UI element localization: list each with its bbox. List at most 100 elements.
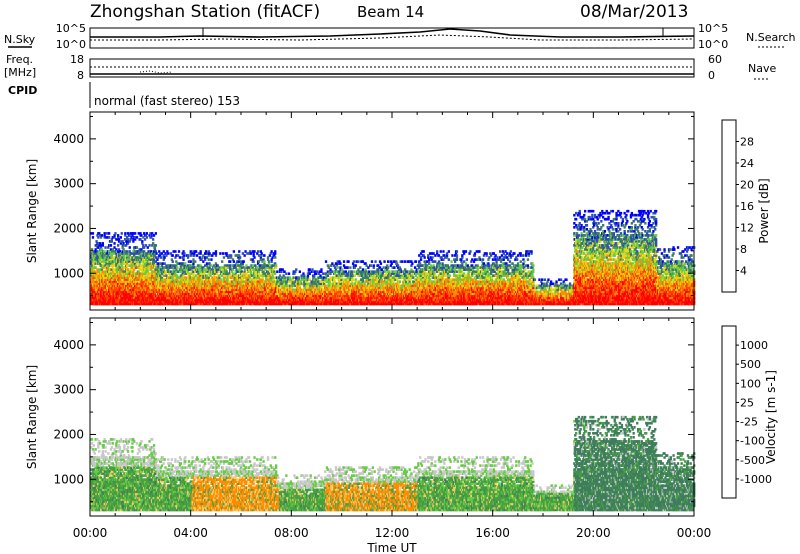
data-cell bbox=[239, 280, 242, 284]
data-cell bbox=[285, 272, 288, 276]
data-cell bbox=[171, 264, 174, 267]
data-cell bbox=[222, 282, 226, 286]
data-cell bbox=[199, 272, 202, 276]
data-cell bbox=[141, 240, 144, 243]
data-cell bbox=[205, 262, 209, 265]
data-cell bbox=[122, 258, 125, 261]
data-cell bbox=[159, 268, 163, 271]
data-cell bbox=[182, 258, 185, 261]
data-cell bbox=[91, 252, 95, 255]
data-cell bbox=[106, 262, 109, 265]
data-cell bbox=[150, 300, 153, 304]
data-cell bbox=[98, 286, 101, 290]
data-cell bbox=[120, 256, 123, 259]
data-cell bbox=[219, 252, 222, 255]
data-cell bbox=[204, 268, 208, 271]
data-cell bbox=[103, 234, 106, 237]
data-cell bbox=[143, 238, 147, 241]
data-cell bbox=[103, 232, 106, 235]
data-cell bbox=[206, 266, 209, 269]
data-cell bbox=[228, 276, 231, 280]
data-cell bbox=[131, 262, 134, 265]
data-cell bbox=[204, 252, 208, 255]
data-cell bbox=[153, 292, 157, 296]
data-cell bbox=[195, 288, 199, 292]
data-cell bbox=[164, 252, 167, 255]
data-cell bbox=[121, 266, 124, 269]
data-cell bbox=[126, 240, 130, 243]
data-cell bbox=[229, 266, 232, 269]
data-cell bbox=[148, 254, 151, 257]
data-cell bbox=[113, 258, 116, 261]
data-cell bbox=[195, 266, 198, 269]
data-cell bbox=[220, 266, 223, 269]
data-cell bbox=[134, 300, 137, 304]
data-cell bbox=[151, 232, 154, 235]
data-cell bbox=[126, 270, 130, 274]
data-cell bbox=[192, 272, 195, 276]
data-cell bbox=[196, 276, 200, 280]
data-cell bbox=[117, 238, 121, 241]
data-cell bbox=[178, 278, 182, 282]
data-cell bbox=[230, 276, 234, 280]
data-cell bbox=[119, 276, 122, 280]
data-cell bbox=[192, 258, 195, 261]
data-cell bbox=[140, 248, 143, 251]
data-cell bbox=[189, 268, 192, 271]
data-cell bbox=[90, 268, 93, 271]
data-cell bbox=[108, 232, 111, 235]
data-cell bbox=[113, 264, 116, 267]
data-cell bbox=[111, 294, 114, 298]
data-cell bbox=[105, 270, 108, 274]
data-cell bbox=[170, 266, 173, 269]
data-cell bbox=[114, 232, 117, 235]
data-cell bbox=[194, 270, 197, 274]
data-cell bbox=[175, 270, 178, 274]
data-cell bbox=[100, 234, 104, 237]
data-cell bbox=[144, 258, 148, 261]
freq-scatter bbox=[139, 70, 173, 74]
data-cell bbox=[127, 258, 131, 261]
data-cell bbox=[163, 256, 166, 259]
data-cell bbox=[132, 250, 135, 253]
data-cell bbox=[136, 266, 139, 269]
data-cell bbox=[238, 260, 241, 263]
data-cell bbox=[91, 232, 95, 235]
data-cell bbox=[115, 248, 118, 251]
data-cell bbox=[228, 256, 231, 259]
data-cell bbox=[159, 252, 162, 255]
data-cell bbox=[171, 270, 174, 274]
data-cell bbox=[161, 288, 164, 292]
data-cell bbox=[150, 266, 153, 269]
data-cell bbox=[233, 300, 236, 304]
data-cell bbox=[122, 288, 125, 292]
data-cell bbox=[137, 232, 140, 235]
data-cell bbox=[106, 286, 109, 290]
data-cell bbox=[103, 256, 106, 259]
data-cell bbox=[105, 250, 108, 253]
data-cell bbox=[159, 262, 163, 265]
data-cell bbox=[202, 274, 205, 278]
data-cell bbox=[147, 264, 150, 267]
data-cell bbox=[132, 270, 135, 274]
data-cell bbox=[118, 254, 122, 257]
data-cell bbox=[229, 274, 232, 278]
data-cell bbox=[197, 272, 200, 276]
data-cell bbox=[120, 270, 123, 274]
data-cell bbox=[152, 286, 155, 290]
data-cell bbox=[220, 278, 223, 282]
data-cell bbox=[155, 252, 158, 255]
data-cell bbox=[159, 266, 162, 269]
data-cell bbox=[164, 302, 167, 306]
data-cell bbox=[138, 252, 141, 255]
data-cell bbox=[140, 234, 143, 237]
data-cell bbox=[198, 276, 201, 280]
data-cell bbox=[199, 252, 202, 255]
data-cell bbox=[226, 274, 229, 278]
data-cell bbox=[152, 288, 155, 292]
data-cell bbox=[173, 274, 176, 278]
data-cell bbox=[108, 296, 111, 300]
data-cell bbox=[134, 294, 137, 298]
data-cell bbox=[108, 258, 112, 261]
data-cell bbox=[113, 280, 116, 284]
